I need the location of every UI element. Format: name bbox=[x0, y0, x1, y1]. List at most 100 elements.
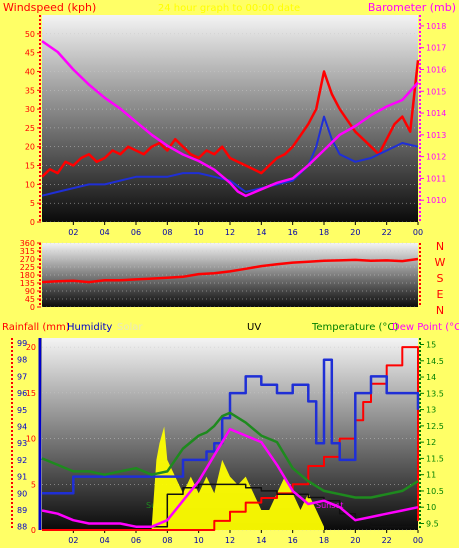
wind-plot-area bbox=[42, 15, 418, 222]
solar-area bbox=[151, 426, 324, 530]
wind-header-center: 24 hour graph to 00:00 date bbox=[158, 3, 300, 14]
humidity-y-tick-label: 97 bbox=[17, 372, 27, 381]
rain-header-dewpoint: Dew Point (°C) bbox=[392, 322, 459, 333]
dewpoint-line bbox=[41, 427, 419, 528]
compass-label: N bbox=[436, 240, 444, 253]
temp-y-tick-label: 14 bbox=[426, 373, 436, 382]
temp-y-tick-label: 12 bbox=[426, 438, 436, 447]
x-tick-label: 10 bbox=[194, 228, 204, 237]
x-tick-label: 08 bbox=[162, 536, 172, 543]
temp-y-tick-label: 12.5 bbox=[426, 422, 444, 431]
humidity-y-tick-label: 99 bbox=[17, 339, 27, 348]
humidity-y-tick-label: 98 bbox=[17, 356, 27, 365]
temp-y-tick-label: 15 bbox=[426, 341, 436, 350]
temp-y-tick-label: 10 bbox=[426, 503, 436, 512]
wind-y-tick-label: 0 bbox=[30, 218, 35, 227]
x-tick-label: 02 bbox=[68, 228, 78, 237]
humidity-y-tick-label: 96 bbox=[17, 389, 27, 398]
rain-y-tick-label: 10 bbox=[26, 435, 36, 444]
x-tick-label: 14 bbox=[256, 536, 266, 543]
direction-y-tick-label: 270 bbox=[20, 255, 35, 264]
x-tick-label: 18 bbox=[319, 228, 329, 237]
rain-y-tick-label: 15 bbox=[26, 389, 36, 398]
x-tick-label: 12 bbox=[225, 536, 235, 543]
direction-y-tick-label: 360 bbox=[20, 239, 35, 248]
x-tick-label: 02 bbox=[68, 536, 78, 543]
x-tick-label: 16 bbox=[288, 536, 298, 543]
humidity-y-tick-label: 93 bbox=[17, 439, 27, 448]
rain-y-tick-label: 5 bbox=[31, 480, 36, 489]
wind-y-tick-label: 50 bbox=[25, 30, 35, 39]
temp-y-tick-label: 13 bbox=[426, 406, 436, 415]
compass-label: N bbox=[436, 304, 444, 317]
direction-y-tick-label: 225 bbox=[20, 263, 35, 272]
baro-y-tick-label: 1018 bbox=[426, 22, 446, 31]
wind-direction-line bbox=[41, 257, 419, 284]
direction-y-tick-label: 135 bbox=[20, 279, 35, 288]
humidity-y-tick-label: 91 bbox=[17, 473, 27, 482]
wind-average-line bbox=[41, 115, 419, 197]
x-tick-label: 22 bbox=[382, 228, 392, 237]
wind-y-tick-label: 20 bbox=[25, 143, 35, 152]
rain-y-tick-label: 0 bbox=[31, 526, 36, 535]
rain-y-tick-label: 20 bbox=[26, 343, 36, 352]
wind-header-right: Barometer (mb) bbox=[368, 1, 456, 14]
humidity-line bbox=[42, 358, 420, 495]
chart-marks: 0510152025303540455010101011101210131014… bbox=[11, 15, 446, 545]
baro-y-tick-label: 1014 bbox=[426, 109, 446, 118]
x-tick-label: 10 bbox=[194, 536, 204, 543]
baro-y-tick-label: 1010 bbox=[426, 196, 446, 205]
x-tick-label: 06 bbox=[131, 536, 141, 543]
rainfall-line bbox=[42, 346, 419, 531]
x-tick-label: 04 bbox=[100, 536, 110, 543]
x-tick-label: 12 bbox=[225, 228, 235, 237]
barometer-line bbox=[41, 40, 419, 198]
x-tick-label: 08 bbox=[162, 228, 172, 237]
x-tick-label: 06 bbox=[131, 228, 141, 237]
compass-label: W bbox=[435, 256, 446, 269]
baro-y-tick-label: 1015 bbox=[426, 87, 446, 96]
direction-y-tick-label: 90 bbox=[25, 287, 35, 296]
compass-label: E bbox=[437, 288, 444, 301]
temp-y-tick-label: 9.5 bbox=[426, 519, 439, 528]
x-tick-label: 00 bbox=[413, 228, 423, 237]
humidity-y-tick-label: 94 bbox=[17, 422, 27, 431]
direction-y-tick-label: 0 bbox=[30, 303, 35, 312]
wind-y-tick-label: 10 bbox=[25, 180, 35, 189]
baro-y-tick-label: 1012 bbox=[426, 153, 446, 162]
rain-header-solar: Solar bbox=[117, 322, 143, 333]
rain-header-temperature: Temperature (°C) bbox=[311, 322, 398, 333]
compass-labels: N W S E N bbox=[435, 240, 446, 317]
humidity-y-tick-label: 88 bbox=[17, 523, 27, 532]
rain-header-humidity: Humidity bbox=[67, 322, 112, 333]
wind-y-tick-label: 5 bbox=[30, 199, 35, 208]
baro-y-tick-label: 1017 bbox=[426, 44, 446, 53]
rain-header-uv: UV bbox=[247, 322, 261, 333]
baro-y-tick-label: 1013 bbox=[426, 131, 446, 140]
wind-y-tick-label: 25 bbox=[25, 124, 35, 133]
x-tick-label: 14 bbox=[256, 228, 266, 237]
temp-y-tick-label: 13.5 bbox=[426, 389, 444, 398]
wind-y-tick-label: 40 bbox=[25, 67, 35, 76]
x-tick-label: 16 bbox=[288, 228, 298, 237]
humidity-y-tick-label: 92 bbox=[17, 456, 27, 465]
baro-y-tick-label: 1011 bbox=[426, 174, 446, 183]
direction-y-tick-label: 315 bbox=[20, 247, 35, 256]
humidity-y-tick-label: 90 bbox=[17, 489, 27, 498]
wind-y-tick-label: 30 bbox=[25, 105, 35, 114]
direction-y-tick-label: 45 bbox=[25, 295, 35, 304]
temp-y-tick-label: 11.5 bbox=[426, 454, 444, 463]
direction-y-tick-label: 180 bbox=[20, 271, 35, 280]
x-tick-label: 04 bbox=[100, 228, 110, 237]
wind-y-tick-label: 15 bbox=[25, 162, 35, 171]
sunset-label: Sunset bbox=[316, 501, 343, 510]
temperature-line bbox=[41, 411, 419, 499]
wind-y-tick-label: 45 bbox=[25, 49, 35, 58]
temp-y-tick-label: 14.5 bbox=[426, 357, 444, 366]
humidity-y-tick-label: 95 bbox=[17, 406, 27, 415]
wind-y-tick-label: 35 bbox=[25, 86, 35, 95]
x-tick-label: 20 bbox=[350, 228, 360, 237]
temp-y-tick-label: 11 bbox=[426, 471, 436, 480]
